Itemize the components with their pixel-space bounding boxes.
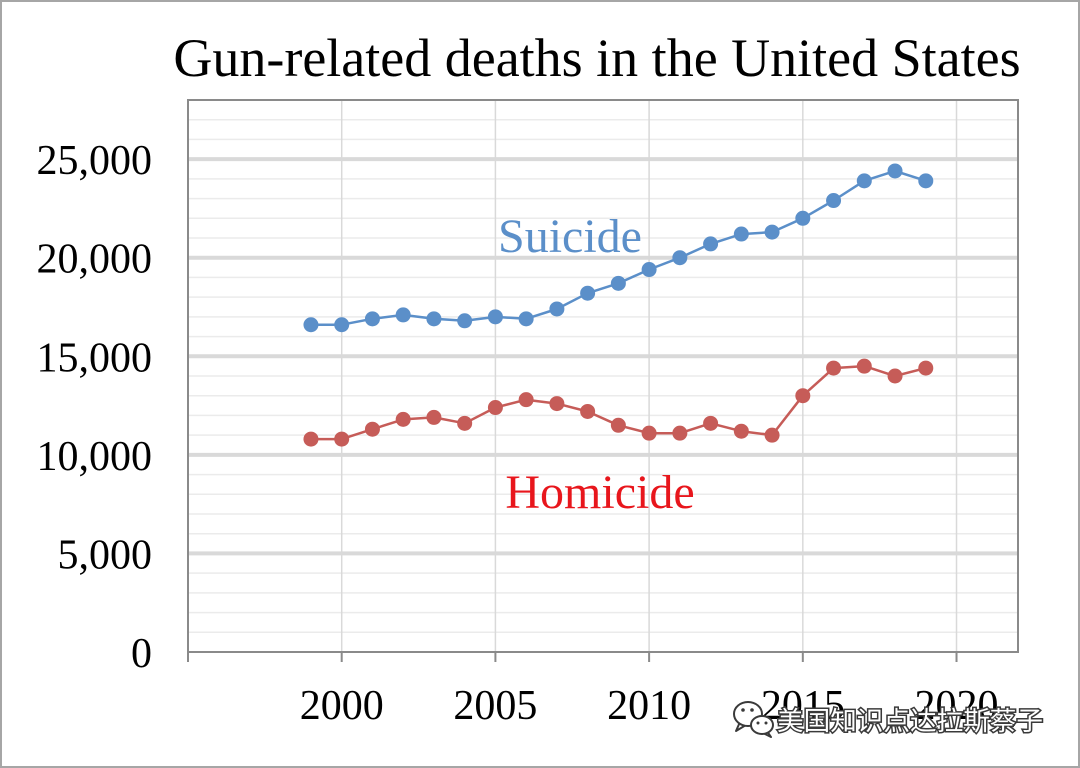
homicide-data-point xyxy=(672,425,688,441)
series-label-suicide: Suicide xyxy=(498,210,642,263)
suicide-data-point xyxy=(918,173,934,189)
suicide-data-point xyxy=(826,193,842,209)
homicide-data-point xyxy=(303,431,319,447)
homicide-data-point xyxy=(610,417,626,433)
suicide-data-point xyxy=(764,224,780,240)
suicide-data-point xyxy=(457,313,473,329)
y-tick-label: 0 xyxy=(131,631,152,677)
x-tick-label: 2010 xyxy=(607,683,691,729)
y-tick-label: 15,000 xyxy=(37,335,153,381)
suicide-data-point xyxy=(303,317,319,333)
y-tick-label: 10,000 xyxy=(37,434,153,480)
y-tick-label: 5,000 xyxy=(58,532,153,578)
plot-area-frame xyxy=(187,99,1019,653)
suicide-data-point xyxy=(641,262,657,278)
suicide-data-point xyxy=(334,317,350,333)
homicide-data-point xyxy=(549,396,565,412)
suicide-data-point xyxy=(733,226,749,242)
wechat-icon-large-eye xyxy=(741,708,745,712)
homicide-data-point xyxy=(426,409,442,425)
homicide-data-point xyxy=(826,360,842,376)
series-homicide xyxy=(303,358,934,447)
watermark: 美国知识点达拉斯蔡子 xyxy=(733,701,1045,739)
wechat-icon-small-eye xyxy=(764,721,768,725)
horizontal-gridlines xyxy=(188,118,1018,634)
homicide-data-point xyxy=(334,431,350,447)
watermark-text: 美国知识点达拉斯蔡子 xyxy=(777,707,1043,737)
x-tick-label: 2000 xyxy=(300,683,384,729)
wechat-icon xyxy=(733,701,774,738)
wechat-icon-small-bubble xyxy=(750,715,774,735)
suicide-data-point xyxy=(887,163,903,179)
homicide-data-point xyxy=(395,411,411,427)
series-label-homicide: Homicide xyxy=(505,466,694,519)
homicide-data-point xyxy=(918,360,934,376)
homicide-data-point xyxy=(733,423,749,439)
suicide-data-point xyxy=(518,311,534,327)
x-tick-label: 2015 xyxy=(761,683,845,729)
suicide-data-point xyxy=(487,309,503,325)
homicide-data-point xyxy=(641,425,657,441)
chart-title: Gun-related deaths in the United States xyxy=(173,28,1020,88)
vertical-gridlines xyxy=(340,100,958,652)
suicide-data-point xyxy=(549,301,565,317)
suicide-data-point xyxy=(395,307,411,323)
y-tick-label: 25,000 xyxy=(37,138,153,184)
series-layer xyxy=(303,163,934,447)
homicide-data-point xyxy=(703,415,719,431)
y-axis: 0 5,000 10,000 15,000 20,000 25,000 xyxy=(37,138,153,677)
suicide-data-point xyxy=(364,311,380,327)
homicide-data-point xyxy=(487,400,503,416)
homicide-data-point xyxy=(795,388,811,404)
suicide-data-point xyxy=(703,236,719,252)
homicide-data-point xyxy=(580,403,596,419)
x-tick-label: 2005 xyxy=(453,683,537,729)
wechat-icon-large-eye xyxy=(750,708,754,712)
suicide-data-point xyxy=(426,311,442,327)
suicide-data-point xyxy=(856,173,872,189)
homicide-data-point xyxy=(457,415,473,431)
x-tick-label: 2020 xyxy=(915,683,999,729)
homicide-data-point xyxy=(764,427,780,443)
y-tick-label: 20,000 xyxy=(37,237,153,283)
suicide-data-point xyxy=(610,275,626,291)
suicide-data-point xyxy=(672,250,688,266)
suicide-data-point xyxy=(580,285,596,301)
x-axis: 2000 2005 2010 2015 2020 xyxy=(187,652,999,729)
series-suicide xyxy=(303,163,934,333)
homicide-data-point xyxy=(364,421,380,437)
wechat-icon-small-eye xyxy=(756,721,760,725)
homicide-data-point xyxy=(856,358,872,374)
homicide-data-point xyxy=(518,392,534,408)
suicide-data-point xyxy=(795,210,811,226)
homicide-data-point xyxy=(887,368,903,384)
